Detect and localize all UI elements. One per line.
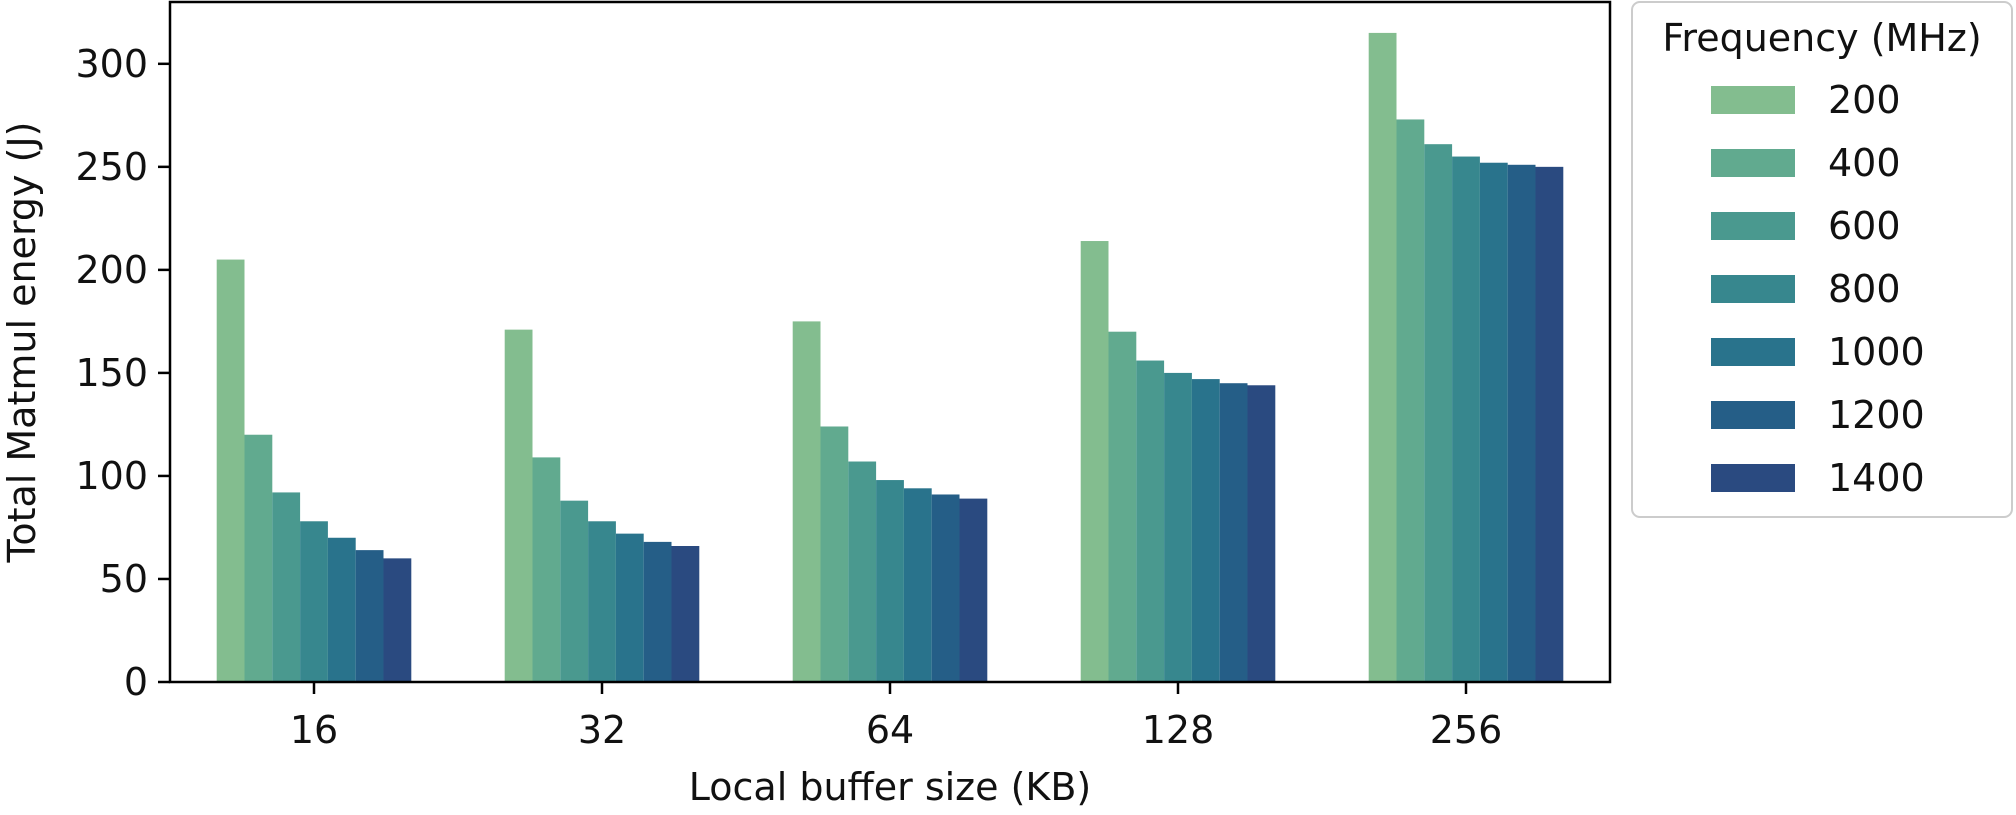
legend: Frequency (MHz) 200 400 600 800 1000 1200 1400 — [1631, 1, 2013, 518]
bar-32kb-1200mhz — [643, 541, 672, 682]
bar-16kb-1400mhz — [383, 558, 412, 682]
legend-swatch-200 — [1711, 86, 1795, 114]
x-axis-label: Local buffer size (KB) — [689, 765, 1091, 809]
legend-title: Frequency (MHz) — [1662, 16, 1981, 60]
bar-128kb-400mhz — [1108, 331, 1137, 682]
y-tick-label: 100 — [75, 454, 148, 498]
y-tick-label: 0 — [124, 660, 148, 704]
bar-128kb-800mhz — [1164, 372, 1192, 682]
legend-label-200: 200 — [1828, 78, 1901, 122]
legend-swatch-400 — [1711, 149, 1795, 177]
bar-128kb-1400mhz — [1247, 385, 1276, 682]
bar-128kb-600mhz — [1136, 360, 1165, 682]
bar-256kb-800mhz — [1452, 156, 1480, 682]
bar-64kb-200mhz — [792, 321, 821, 682]
x-tick-label: 64 — [866, 708, 914, 752]
y-tick-label: 300 — [75, 42, 148, 86]
plot-frame — [168, 0, 1612, 684]
y-tick-label: 250 — [75, 145, 148, 189]
y-axis: 0 50 100 150 200 250 300 — [75, 42, 170, 704]
bar-32kb-600mhz — [560, 500, 589, 682]
legend-label-800: 800 — [1828, 267, 1901, 311]
bars-group — [216, 32, 1564, 683]
y-axis-label: Total Matmul energy (J) — [0, 122, 44, 564]
legend-swatch-1400 — [1711, 464, 1795, 492]
bar-256kb-400mhz — [1396, 119, 1425, 683]
legend-box — [1631, 1, 2013, 518]
bar-32kb-400mhz — [532, 457, 561, 682]
bar-16kb-800mhz — [300, 521, 328, 682]
x-axis: 16 32 64 128 256 — [290, 682, 1502, 752]
legend-swatch-800 — [1711, 275, 1795, 303]
legend-label-400: 400 — [1828, 141, 1901, 185]
legend-label-1000: 1000 — [1828, 330, 1925, 374]
bar-64kb-1200mhz — [931, 494, 960, 682]
bar-16kb-1000mhz — [327, 537, 356, 682]
bar-256kb-600mhz — [1424, 144, 1453, 682]
bar-16kb-400mhz — [244, 434, 273, 682]
bar-256kb-1400mhz — [1535, 166, 1564, 682]
y-tick-label: 150 — [75, 351, 148, 395]
bar-256kb-1200mhz — [1507, 164, 1536, 683]
bar-64kb-800mhz — [876, 480, 904, 682]
bar-128kb-200mhz — [1080, 241, 1109, 682]
legend-label-600: 600 — [1828, 204, 1901, 248]
bar-64kb-400mhz — [820, 426, 849, 682]
x-tick-label: 32 — [578, 708, 626, 752]
legend-swatch-600 — [1711, 212, 1795, 240]
bar-64kb-1400mhz — [959, 498, 988, 682]
bar-32kb-200mhz — [504, 329, 533, 682]
bar-16kb-1200mhz — [355, 550, 384, 682]
bar-32kb-1000mhz — [615, 533, 644, 682]
bar-256kb-200mhz — [1368, 32, 1397, 682]
bar-32kb-800mhz — [588, 521, 616, 682]
bar-32kb-1400mhz — [671, 546, 700, 682]
bar-256kb-1000mhz — [1479, 162, 1508, 682]
y-tick-label: 200 — [75, 248, 148, 292]
bar-128kb-1200mhz — [1219, 383, 1248, 682]
legend-swatch-1200 — [1711, 401, 1795, 429]
legend-swatch-1000 — [1711, 338, 1795, 366]
x-tick-label: 256 — [1430, 708, 1503, 752]
y-tick-label: 50 — [100, 557, 148, 601]
bar-64kb-600mhz — [848, 461, 877, 682]
bar-64kb-1000mhz — [903, 488, 932, 682]
legend-label-1400: 1400 — [1828, 456, 1925, 500]
legend-label-1200: 1200 — [1828, 393, 1925, 437]
bar-128kb-1000mhz — [1191, 379, 1220, 682]
x-tick-label: 16 — [290, 708, 338, 752]
bar-16kb-200mhz — [216, 259, 245, 682]
bar-16kb-600mhz — [272, 492, 301, 682]
x-tick-label: 128 — [1142, 708, 1215, 752]
